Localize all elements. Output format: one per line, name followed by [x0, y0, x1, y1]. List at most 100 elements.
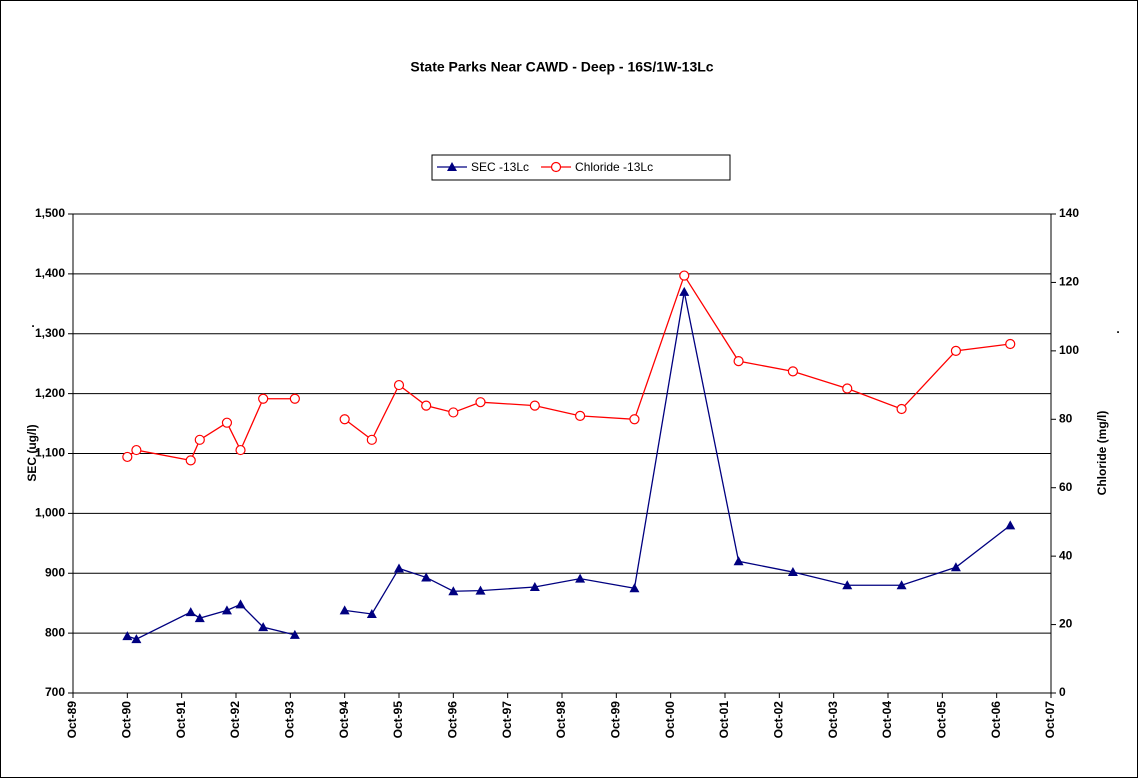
- x-tick-label: Oct-07: [1043, 701, 1057, 739]
- x-tick-label: Oct-94: [337, 701, 351, 739]
- data-point: [366, 608, 377, 618]
- data-point: [842, 383, 853, 394]
- y2-tick-label: 40: [1059, 548, 1073, 562]
- data-point: [629, 414, 640, 425]
- x-tick-label: Oct-00: [663, 701, 677, 739]
- data-point: [896, 403, 907, 415]
- data-point: [258, 622, 269, 632]
- data-point: [475, 585, 486, 595]
- y2-tick-label: 80: [1059, 411, 1073, 425]
- x-tick-label: Oct-98: [554, 701, 568, 739]
- series-line: [126, 274, 1011, 462]
- data-point: [529, 400, 540, 411]
- data-point: [896, 580, 907, 590]
- x-tick-label: Oct-97: [500, 701, 514, 739]
- data-point: [394, 563, 404, 573]
- y-tick-label: 1,400: [35, 266, 65, 280]
- data-point: [679, 286, 690, 296]
- y2-tick-label: 140: [1059, 206, 1079, 220]
- y2-tick-label: 20: [1059, 617, 1073, 631]
- data-point: [221, 417, 233, 428]
- data-point: [787, 567, 798, 577]
- y2-tick-label: 60: [1059, 480, 1073, 494]
- annotation: .: [31, 316, 34, 330]
- x-tick-label: Oct-04: [880, 701, 894, 739]
- series-line: [127, 291, 1011, 640]
- y2-axis-label: Chloride (mg/l): [1095, 411, 1109, 496]
- data-point: [194, 434, 205, 445]
- data-point: [448, 407, 459, 418]
- data-point: [185, 455, 196, 466]
- y-tick-label: 900: [45, 565, 65, 579]
- data-point: [1005, 520, 1016, 530]
- data-point: [221, 605, 232, 615]
- x-tick-label: Oct-02: [772, 701, 786, 739]
- data-point: [733, 556, 744, 566]
- data-point: [421, 572, 432, 582]
- data-point: [679, 270, 690, 281]
- data-point: [575, 573, 586, 583]
- x-tick-label: Oct-91: [174, 701, 188, 739]
- y-tick-label: 1,100: [35, 446, 65, 460]
- x-tick-label: Oct-93: [283, 701, 297, 739]
- x-tick-label: Oct-01: [717, 701, 731, 739]
- data-point: [393, 379, 405, 391]
- legend: SEC -13Lc Chloride -13Lc: [431, 154, 731, 181]
- annotation: .: [1116, 322, 1119, 336]
- y-tick-label: 1,200: [35, 386, 65, 400]
- legend-marker: [550, 161, 562, 173]
- x-tick-label: Oct-95: [391, 701, 405, 739]
- data-point: [122, 451, 133, 463]
- data-point: [131, 444, 142, 456]
- data-point: [629, 583, 640, 593]
- x-tick-label: Oct-99: [609, 701, 623, 739]
- y2-tick-label: 120: [1059, 275, 1079, 289]
- data-point: [475, 397, 486, 408]
- legend-label: Chloride -13Lc: [575, 160, 653, 174]
- y-tick-label: 1,000: [35, 506, 65, 520]
- data-point: [842, 580, 853, 590]
- data-point: [289, 393, 300, 404]
- legend-label: SEC -13Lc: [471, 160, 529, 174]
- y2-tick-label: 100: [1059, 343, 1079, 357]
- data-point: [575, 410, 586, 421]
- data-point: [258, 393, 269, 404]
- y-axis-label: SEC (ug/l): [25, 424, 39, 481]
- data-point: [448, 586, 459, 596]
- data-point: [787, 366, 799, 377]
- x-tick-label: Oct-06: [989, 701, 1003, 739]
- data-point: [235, 599, 246, 609]
- x-tick-label: Oct-92: [228, 701, 242, 739]
- data-point: [1005, 338, 1016, 350]
- data-point: [289, 629, 300, 639]
- data-point: [366, 434, 377, 445]
- data-point: [194, 613, 205, 623]
- y2-tick-label: 0: [1059, 685, 1066, 699]
- data-point: [131, 634, 142, 644]
- plot-frame: [72, 213, 1052, 694]
- data-point: [235, 444, 246, 456]
- data-point: [339, 605, 350, 615]
- chart-title: State Parks Near CAWD - Deep - 16S/1W-13…: [410, 59, 713, 75]
- data-point: [529, 582, 540, 592]
- x-tick-label: Oct-96: [446, 701, 460, 739]
- data-point: [122, 631, 133, 641]
- data-point: [733, 356, 744, 367]
- x-tick-label: Oct-05: [935, 701, 949, 739]
- y-tick-label: 800: [45, 625, 65, 639]
- legend-marker: [447, 162, 457, 171]
- x-tick-label: Oct-90: [120, 701, 134, 739]
- data-point: [339, 414, 350, 425]
- data-point: [185, 607, 196, 617]
- data-point: [421, 400, 432, 411]
- y-tick-label: 700: [45, 685, 65, 699]
- data-point: [950, 345, 962, 356]
- x-tick-label: Oct-03: [826, 701, 840, 739]
- x-tick-label: Oct-89: [65, 701, 79, 739]
- y-tick-label: 1,300: [35, 326, 65, 340]
- legend-box: [431, 154, 731, 181]
- data-point: [950, 562, 961, 572]
- y-tick-label: 1,500: [35, 206, 65, 220]
